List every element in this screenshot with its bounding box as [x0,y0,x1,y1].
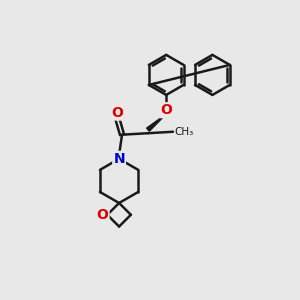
Text: CH₃: CH₃ [174,127,194,137]
Text: O: O [160,103,172,117]
Polygon shape [147,114,166,131]
Text: O: O [97,208,109,222]
Text: O: O [111,106,123,120]
Text: N: N [113,152,125,166]
